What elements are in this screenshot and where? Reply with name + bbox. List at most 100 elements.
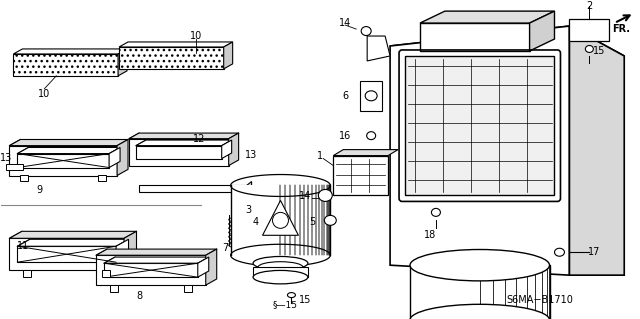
Polygon shape [129, 139, 228, 166]
Polygon shape [13, 54, 118, 76]
Polygon shape [24, 270, 31, 277]
Polygon shape [136, 140, 232, 146]
Polygon shape [230, 185, 330, 255]
Text: 9: 9 [36, 185, 42, 196]
Polygon shape [410, 265, 550, 319]
Polygon shape [405, 56, 554, 196]
Text: 15: 15 [593, 46, 605, 56]
Ellipse shape [287, 293, 296, 298]
Polygon shape [96, 255, 205, 285]
Polygon shape [129, 133, 239, 139]
Polygon shape [119, 42, 233, 47]
Polygon shape [17, 147, 120, 153]
Circle shape [273, 212, 289, 228]
Text: 15: 15 [300, 295, 312, 305]
Ellipse shape [410, 304, 550, 319]
Text: 6: 6 [342, 91, 348, 101]
Polygon shape [570, 19, 609, 41]
Text: 14: 14 [300, 191, 312, 201]
Ellipse shape [318, 189, 332, 201]
Polygon shape [420, 23, 529, 51]
Text: 7: 7 [223, 243, 229, 253]
Polygon shape [224, 42, 233, 69]
Text: 17: 17 [588, 247, 600, 257]
Ellipse shape [253, 256, 308, 270]
Text: 1: 1 [317, 151, 323, 160]
Text: 14: 14 [339, 18, 351, 28]
Polygon shape [10, 238, 124, 270]
Polygon shape [136, 146, 221, 159]
Polygon shape [10, 139, 128, 146]
Ellipse shape [228, 234, 257, 240]
Text: 2: 2 [586, 1, 593, 11]
Polygon shape [13, 49, 127, 54]
Polygon shape [221, 140, 232, 159]
Polygon shape [570, 26, 624, 275]
Polygon shape [390, 26, 624, 76]
Polygon shape [102, 270, 110, 277]
Ellipse shape [228, 242, 257, 248]
Polygon shape [104, 257, 209, 263]
Polygon shape [109, 147, 120, 167]
Ellipse shape [228, 238, 257, 244]
Polygon shape [228, 230, 257, 245]
Polygon shape [17, 239, 129, 246]
Polygon shape [529, 11, 554, 51]
Polygon shape [367, 36, 390, 61]
Polygon shape [253, 267, 308, 277]
Polygon shape [333, 156, 388, 196]
Ellipse shape [228, 225, 257, 231]
Polygon shape [228, 133, 239, 166]
Polygon shape [96, 249, 217, 255]
Ellipse shape [431, 208, 440, 216]
Polygon shape [17, 246, 116, 262]
Text: 4: 4 [253, 217, 259, 227]
Ellipse shape [324, 215, 336, 225]
Text: S6MA−B1710: S6MA−B1710 [506, 295, 573, 305]
Polygon shape [205, 249, 217, 285]
Ellipse shape [228, 217, 257, 223]
Ellipse shape [253, 271, 308, 284]
Ellipse shape [367, 132, 376, 140]
Ellipse shape [410, 249, 550, 281]
Ellipse shape [228, 229, 257, 235]
Text: FR.: FR. [612, 24, 630, 34]
Polygon shape [20, 174, 28, 181]
Polygon shape [6, 164, 24, 169]
Polygon shape [390, 26, 570, 275]
Ellipse shape [586, 46, 593, 52]
Polygon shape [184, 285, 192, 292]
Text: 11: 11 [17, 241, 29, 251]
Polygon shape [110, 285, 118, 292]
Ellipse shape [361, 26, 371, 35]
Text: 5: 5 [309, 217, 316, 227]
Text: 12: 12 [193, 134, 205, 144]
Polygon shape [333, 150, 398, 156]
Text: §—15: §—15 [273, 300, 298, 309]
Polygon shape [262, 200, 298, 235]
Text: 10: 10 [189, 31, 202, 41]
Polygon shape [10, 146, 117, 175]
Polygon shape [17, 153, 109, 167]
Text: 3: 3 [246, 205, 252, 215]
Polygon shape [124, 231, 136, 270]
Ellipse shape [365, 91, 377, 101]
Polygon shape [116, 239, 129, 262]
Text: 18: 18 [424, 230, 436, 240]
Ellipse shape [228, 221, 257, 227]
Polygon shape [119, 47, 224, 69]
Polygon shape [420, 11, 554, 23]
Text: 13: 13 [1, 152, 13, 163]
Ellipse shape [554, 248, 564, 256]
Polygon shape [118, 49, 127, 76]
Polygon shape [139, 185, 246, 192]
Polygon shape [104, 263, 198, 277]
Polygon shape [10, 231, 136, 238]
Text: 10: 10 [38, 89, 51, 99]
Ellipse shape [258, 262, 303, 273]
Polygon shape [198, 257, 209, 277]
Text: 16: 16 [339, 131, 351, 141]
Polygon shape [360, 81, 382, 111]
Polygon shape [98, 174, 106, 181]
Polygon shape [117, 139, 128, 175]
